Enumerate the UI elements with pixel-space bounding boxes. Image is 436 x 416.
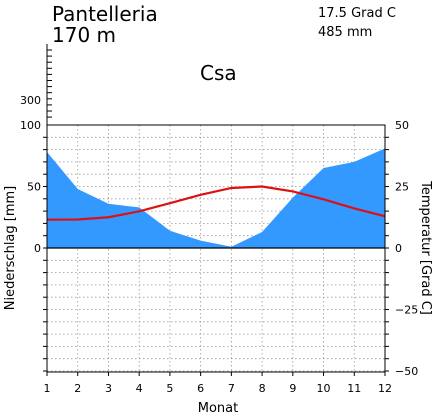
station-name: Pantelleria: [52, 2, 158, 26]
x-axis-label: Monat: [198, 401, 238, 416]
x-tick-label: 6: [197, 382, 204, 395]
x-tick-label: 12: [378, 382, 392, 395]
precip-tick-label: 50: [27, 181, 41, 194]
y-axis-right-label: Temperatur [Grad C]: [418, 180, 433, 315]
x-tick-label: 4: [136, 382, 143, 395]
climate-classification: Csa: [200, 61, 237, 85]
x-tick-label: 2: [74, 382, 81, 395]
temp-tick-label: 0: [395, 242, 402, 255]
x-tick-label: 7: [228, 382, 235, 395]
x-tick-label: 10: [317, 382, 331, 395]
temp-tick-label: 50: [395, 119, 409, 132]
temp-tick-label: −50: [395, 365, 418, 378]
mean-temperature: 17.5 Grad C: [318, 6, 396, 21]
y-axis-left-label: Niederschlag [mm]: [3, 186, 18, 311]
x-tick-label: 9: [289, 382, 296, 395]
annual-precipitation: 485 mm: [318, 25, 372, 40]
x-tick-label: 1: [44, 382, 51, 395]
temp-tick-label: −25: [395, 304, 418, 317]
precip-tick-label: 100: [20, 119, 41, 132]
precip-tick-label: 300: [20, 94, 41, 107]
precipitation-area: [47, 148, 385, 248]
x-tick-label: 3: [105, 382, 112, 395]
precip-tick-label: 0: [34, 242, 41, 255]
temperature-line: [46, 185, 386, 221]
x-tick-label: 11: [347, 382, 361, 395]
x-tick-label: 8: [259, 382, 266, 395]
station-elevation: 170 m: [52, 23, 116, 47]
x-tick-label: 5: [166, 382, 173, 395]
temp-tick-label: 25: [395, 181, 409, 194]
